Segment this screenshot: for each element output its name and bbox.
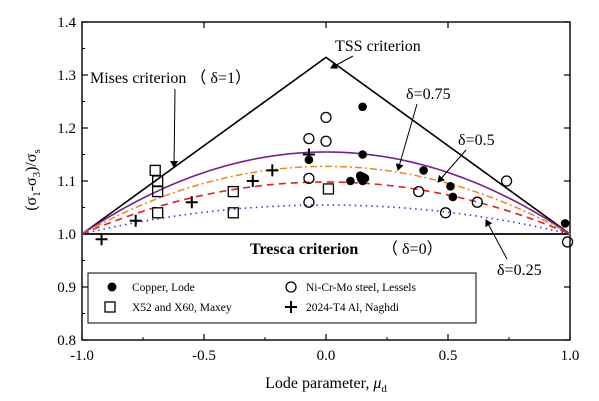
x-tick-label: 1.0 xyxy=(561,348,580,364)
x-axis-ticks: -1.0 -0.5 0.0 0.5 1.0 xyxy=(70,348,579,364)
y-tick-label: 0.9 xyxy=(57,280,76,296)
delta-05-curve xyxy=(81,181,571,235)
data-point-filled-circle xyxy=(358,102,367,112)
x-axis-label: Lode parameter, μd xyxy=(265,375,387,395)
data-point-open-circle xyxy=(413,185,425,198)
data-point-open-square xyxy=(227,185,239,198)
data-point-plus xyxy=(302,148,315,161)
delta-05-arrow xyxy=(437,149,467,183)
legend-marker-filled-circle xyxy=(107,282,117,292)
legend-marker-open-circle xyxy=(285,281,297,293)
data-point-filled-circle xyxy=(358,150,367,159)
data-point-open-square xyxy=(322,183,335,195)
data-point-plus xyxy=(95,233,108,246)
delta-025-arrow xyxy=(485,219,508,260)
legend-marker-open-square xyxy=(104,301,116,313)
legend-entry: 2024-T4 Al, Naghdi xyxy=(306,302,399,314)
y-tick-label: 1.4 xyxy=(57,15,76,31)
legend-entry: Ni-Cr-Mo steel, Lessels xyxy=(306,282,416,294)
data-point-open-circle xyxy=(320,135,332,147)
y-axis-label: (σ1-σ3)/σs xyxy=(23,149,43,211)
data-points xyxy=(95,102,574,248)
tss-arrow xyxy=(330,55,354,69)
legend: Copper, Lode Ni-Cr-Mo steel, Lessels X52… xyxy=(87,272,477,324)
data-point-open-circle xyxy=(561,236,574,248)
data-point-plus xyxy=(185,196,198,209)
mises-arrow xyxy=(170,88,179,168)
annotations: TSS criterion Mises criterion （ δ=1） δ=0… xyxy=(90,38,542,279)
data-point-plus xyxy=(246,175,259,187)
y-axis-ticks: 0.8 0.9 1.0 1.1 1.2 1.3 1.4 xyxy=(57,15,76,349)
mises-label: Mises criterion （ δ=1） xyxy=(90,69,251,87)
tick-marks xyxy=(81,21,571,341)
data-point-open-square xyxy=(227,207,239,219)
delta-05-label: δ=0.5 xyxy=(458,132,495,149)
tresca-delta-label: （ δ=0） xyxy=(382,240,443,258)
data-point-open-circle xyxy=(320,111,332,124)
y-tick-label: 0.8 xyxy=(57,333,76,349)
data-point-open-circle xyxy=(303,132,315,145)
y-tick-label: 1.1 xyxy=(57,174,76,190)
data-point-plus xyxy=(266,164,279,177)
x-tick-label: -0.5 xyxy=(192,348,216,364)
data-point-open-circle xyxy=(303,172,315,185)
x-tick-label: 0.5 xyxy=(439,348,458,364)
tss-label: TSS criterion xyxy=(335,38,421,55)
data-point-filled-circle xyxy=(419,166,428,175)
data-point-open-circle xyxy=(471,196,483,208)
delta-025-label: δ=0.25 xyxy=(497,262,542,279)
x-tick-label: -1.0 xyxy=(70,348,94,364)
criteria-curves xyxy=(81,56,571,235)
delta-025-curve xyxy=(81,204,571,235)
data-point-open-circle xyxy=(303,196,315,208)
y-tick-label: 1.2 xyxy=(57,121,76,137)
y-tick-label: 1.0 xyxy=(57,227,76,243)
data-point-plus xyxy=(129,214,142,227)
delta-075-curve xyxy=(81,165,571,235)
data-point-filled-circle xyxy=(448,192,458,202)
data-point-open-circle xyxy=(500,175,513,187)
tresca-label: Tresca criterion xyxy=(250,241,358,258)
data-point-filled-circle xyxy=(346,176,355,186)
data-point-filled-circle xyxy=(560,219,570,228)
delta-075-arrow xyxy=(395,103,418,171)
legend-marker-plus xyxy=(285,301,297,313)
x-tick-label: 0.0 xyxy=(317,348,336,364)
tss-criterion-line xyxy=(81,56,571,235)
legend-entry: X52 and X60, Maxey xyxy=(132,302,232,314)
data-point-open-square xyxy=(151,207,164,219)
delta-075-label: δ=0.75 xyxy=(406,86,451,103)
data-point-open-circle xyxy=(356,172,369,185)
data-point-open-square xyxy=(149,164,161,177)
legend-entry: Copper, Lode xyxy=(132,282,195,294)
legend-box xyxy=(87,272,477,324)
data-point-filled-circle xyxy=(446,182,455,191)
mises-criterion-curve xyxy=(81,151,571,235)
data-point-open-circle xyxy=(439,207,452,219)
y-tick-label: 1.3 xyxy=(57,68,76,84)
data-point-open-square xyxy=(151,185,164,198)
